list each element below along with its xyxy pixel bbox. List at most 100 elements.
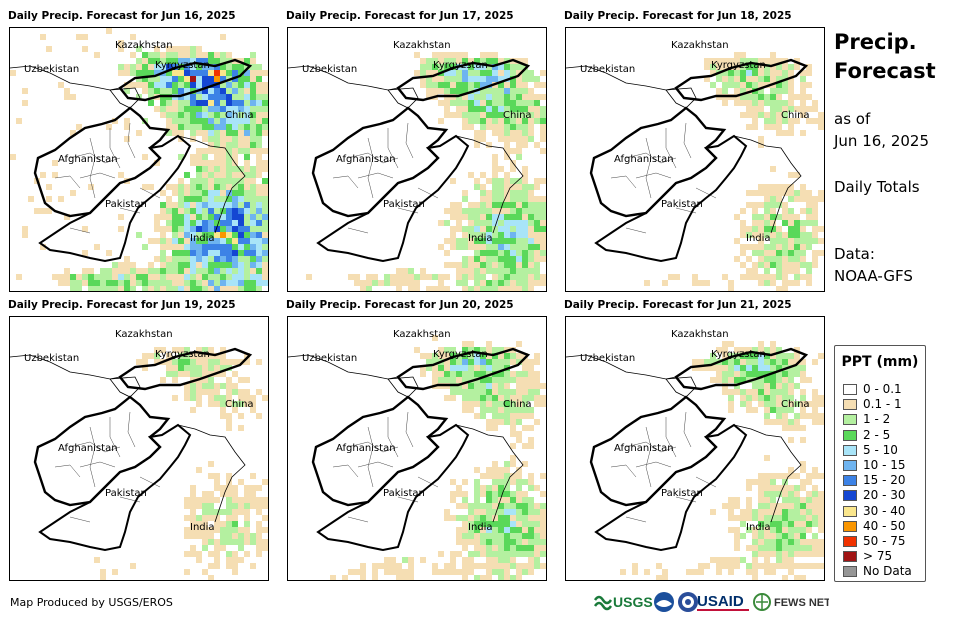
map-label-kyrgyzstan: Kyrgyzstan — [433, 349, 488, 360]
kyrgyzstan-border — [396, 58, 531, 102]
legend-label: 1 - 2 — [863, 412, 891, 427]
data-source: NOAA-GFS — [834, 267, 913, 285]
kyrgyzstan-border — [674, 347, 809, 391]
precip-map-4: Kazakhstan Uzbekistan Kyrgyzstan China Afgha… — [9, 316, 269, 581]
legend-label: 40 - 50 — [863, 518, 906, 533]
totals-label: Daily Totals — [834, 178, 920, 196]
precip-cells — [620, 341, 824, 580]
map-label-china: China — [503, 399, 532, 410]
map-label-uzbekistan: Uzbekistan — [302, 64, 357, 75]
panel-title-1: Daily Precip. Forecast for Jun 16, 2025 — [8, 10, 236, 22]
map-label-afghanistan: Afghanistan — [614, 443, 674, 454]
map-label-afghanistan: Afghanistan — [58, 154, 118, 165]
forecast-title: Precip. Forecast — [834, 30, 936, 83]
map-label-china: China — [225, 399, 254, 410]
legend-swatch — [843, 475, 857, 487]
map-label-kyrgyzstan: Kyrgyzstan — [155, 349, 210, 360]
legend-label: 5 - 10 — [863, 442, 898, 457]
kyrgyzstan-border — [396, 347, 531, 391]
map-label-india: India — [468, 233, 493, 244]
precip-cells — [10, 28, 268, 291]
legend-item: 0 - 0.1 — [843, 382, 902, 396]
map-label-india: India — [190, 233, 215, 244]
credit-text: Map Produced by USGS/EROS — [10, 596, 173, 609]
map-label-pakistan: Pakistan — [661, 488, 703, 499]
usaid-logo-text: USAID — [697, 593, 744, 610]
precip-cells — [94, 347, 268, 580]
legend-label: 10 - 15 — [863, 458, 906, 472]
map-label-afghanistan: Afghanistan — [336, 443, 396, 454]
map-label-india: India — [746, 522, 771, 533]
pakistan-border — [594, 134, 748, 263]
map-label-pakistan: Pakistan — [383, 199, 425, 210]
legend-label: 20 - 30 — [863, 488, 906, 503]
fewsnet-logo-text: FEWS NET — [774, 597, 829, 609]
legend-item: 15 - 20 — [843, 473, 906, 487]
legend-label: > 75 — [863, 549, 893, 564]
panel-title-6: Daily Precip. Forecast for Jun 21, 2025 — [564, 299, 792, 311]
legend-item: 2 - 5 — [843, 428, 890, 442]
legend-swatch — [843, 520, 857, 532]
map-label-india: India — [746, 233, 771, 244]
legend-item: 50 - 75 — [843, 534, 906, 548]
as-of-label: as of — [834, 110, 871, 128]
map-label-china: China — [781, 110, 810, 121]
pakistan-border — [316, 423, 470, 552]
pakistan-border — [316, 134, 470, 263]
legend-item: 40 - 50 — [843, 519, 906, 533]
map-label-afghanistan: Afghanistan — [336, 154, 396, 165]
legend-swatch — [843, 384, 857, 395]
legend-item: 1 - 2 — [843, 412, 890, 426]
map-label-afghanistan: Afghanistan — [614, 154, 674, 165]
panel-title-3: Daily Precip. Forecast for Jun 18, 2025 — [564, 10, 792, 22]
map-label-pakistan: Pakistan — [105, 199, 147, 210]
legend-swatch — [843, 399, 857, 411]
legend-swatch — [843, 490, 857, 502]
map-label-china: China — [781, 399, 810, 410]
map-label-uzbekistan: Uzbekistan — [302, 353, 357, 364]
legend-title: PPT (mm) — [841, 354, 919, 370]
map-label-afghanistan: Afghanistan — [58, 443, 118, 454]
map-label-kyrgyzstan: Kyrgyzstan — [711, 60, 766, 71]
doc-seal-icon — [678, 592, 698, 612]
legend-item: No Data — [843, 564, 912, 578]
legend-swatch — [843, 460, 857, 471]
map-label-china: China — [503, 110, 532, 121]
map-label-kyrgyzstan: Kyrgyzstan — [433, 60, 488, 71]
noaa-logo-icon — [654, 592, 674, 612]
map-label-kazakhstan: Kazakhstan — [393, 329, 451, 340]
map-label-china: China — [225, 110, 254, 121]
map-label-uzbekistan: Uzbekistan — [580, 353, 635, 364]
legend-label: 50 - 75 — [863, 534, 906, 548]
legend-item: 20 - 30 — [843, 488, 906, 502]
map-label-uzbekistan: Uzbekistan — [24, 64, 79, 75]
map-label-india: India — [468, 522, 493, 533]
map-label-kazakhstan: Kazakhstan — [671, 40, 729, 51]
legend-item: 30 - 40 — [843, 504, 906, 518]
map-label-pakistan: Pakistan — [661, 199, 703, 210]
map-label-kazakhstan: Kazakhstan — [393, 40, 451, 51]
precip-map-6: Kazakhstan Uzbekistan Kyrgyzstan China Afgha… — [565, 316, 825, 581]
legend-item: 0.1 - 1 — [843, 397, 902, 411]
precip-cells — [330, 335, 546, 580]
map-label-kazakhstan: Kazakhstan — [115, 329, 173, 340]
usgs-logo-icon: USGS — [593, 594, 653, 611]
legend-swatch — [843, 551, 857, 563]
legend-swatch — [843, 505, 857, 517]
legend-swatch — [843, 536, 857, 547]
panel-title-4: Daily Precip. Forecast for Jun 19, 2025 — [8, 299, 236, 311]
map-label-kyrgyzstan: Kyrgyzstan — [711, 349, 766, 360]
panel-title-2: Daily Precip. Forecast for Jun 17, 2025 — [286, 10, 514, 22]
legend-swatch — [843, 444, 857, 456]
usgs-logo-text: USGS — [613, 594, 653, 610]
pakistan-border — [38, 423, 192, 552]
legend-item: 10 - 15 — [843, 458, 906, 472]
map-label-india: India — [190, 522, 215, 533]
precip-map-3: Kazakhstan Uzbekistan Kyrgyzstan China Afgha… — [565, 27, 825, 292]
legend-label: 15 - 20 — [863, 473, 906, 488]
precip-cells — [644, 52, 824, 291]
kyrgyzstan-border — [118, 347, 253, 391]
map-label-kazakhstan: Kazakhstan — [671, 329, 729, 340]
kyrgyzstan-border — [674, 58, 809, 102]
pakistan-border — [38, 134, 192, 263]
